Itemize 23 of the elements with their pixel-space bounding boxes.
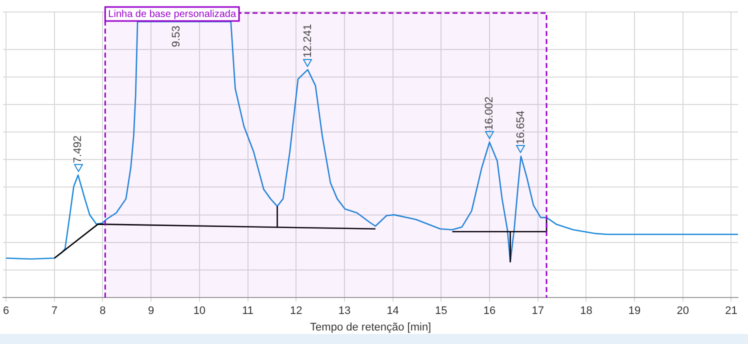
x-tick-label: 21 xyxy=(725,305,738,318)
annotation: 7.492 xyxy=(72,136,84,164)
x-tick-label: 12 xyxy=(290,305,302,318)
x-tick-label: 7 xyxy=(51,305,58,318)
x-tick-label: 6 xyxy=(2,305,10,318)
annotation: 16.002 xyxy=(484,96,496,130)
annotation: 16.654 xyxy=(514,110,527,144)
x-tick-label: 19 xyxy=(628,305,641,318)
x-tick-label: 10 xyxy=(193,305,206,318)
x-tick-label: 17 xyxy=(532,305,544,318)
x-tick-label: 9 xyxy=(148,305,154,318)
x-tick-label: 18 xyxy=(580,305,592,318)
x-tick-label: 16 xyxy=(483,305,496,318)
x-axis-title: Tempo de retenção [min] xyxy=(310,321,432,334)
band-label: Linha de base personalizada xyxy=(108,8,236,20)
x-tick-label: 15 xyxy=(435,305,448,318)
x-tick-label: 13 xyxy=(338,305,351,318)
annotation: 9.53 xyxy=(170,26,183,48)
x-tick-label: 8 xyxy=(100,305,106,318)
x-tick-label: 20 xyxy=(676,305,690,318)
x-tick-label: 11 xyxy=(242,305,254,318)
annotation: 12.241 xyxy=(302,24,314,58)
x-tick-label: 14 xyxy=(386,305,399,318)
